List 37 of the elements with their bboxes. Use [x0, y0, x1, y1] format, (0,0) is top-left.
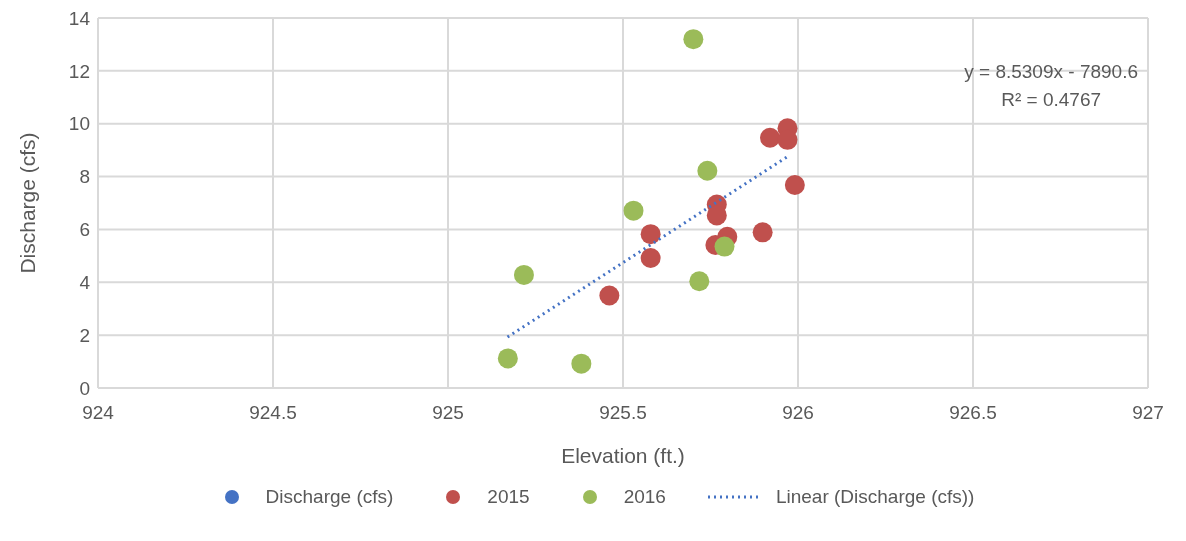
- x-tick-label: 927: [1132, 402, 1164, 424]
- annotation: y = 8.5309x - 7890.6: [964, 61, 1138, 82]
- point: [497, 348, 518, 369]
- point: [760, 127, 780, 148]
- point: [697, 160, 718, 181]
- y-tick-label: 0: [79, 377, 90, 399]
- point: [683, 29, 704, 50]
- point: [571, 353, 592, 374]
- point: [599, 285, 620, 306]
- x-tick-label: 924: [82, 402, 115, 424]
- x-tick-label: 924.5: [249, 402, 297, 424]
- point: [623, 200, 644, 221]
- legend-label: Discharge (cfs): [265, 486, 394, 508]
- x-axis-title: Elevation (ft.): [561, 444, 685, 467]
- y-tick-label: 12: [68, 60, 90, 82]
- y-tick-label: 6: [79, 219, 90, 241]
- point: [640, 224, 661, 245]
- y-tick-label: 10: [68, 113, 90, 135]
- point: [513, 264, 534, 285]
- legend-label: Linear (Discharge (cfs)): [775, 486, 975, 508]
- point: [714, 236, 735, 257]
- y-tick-label: 2: [79, 324, 90, 346]
- point: [689, 271, 710, 292]
- annotation: R² = 0.4767: [1001, 89, 1102, 110]
- x-tick-label: 926: [782, 402, 814, 424]
- point: [752, 222, 773, 243]
- point: [784, 175, 805, 196]
- y-tick-label: 4: [79, 272, 91, 294]
- point: [640, 247, 661, 268]
- y-tick-label: 8: [79, 166, 90, 188]
- x-tick-label: 925: [432, 402, 464, 424]
- legend-label: 2016: [623, 486, 666, 508]
- legend-label: 2015: [487, 486, 530, 508]
- x-tick-label: 925.5: [599, 402, 647, 424]
- x-tick-label: 926.5: [949, 402, 997, 424]
- y-tick-label: 14: [68, 7, 91, 29]
- y-axis-title: Discharge (cfs): [16, 132, 40, 274]
